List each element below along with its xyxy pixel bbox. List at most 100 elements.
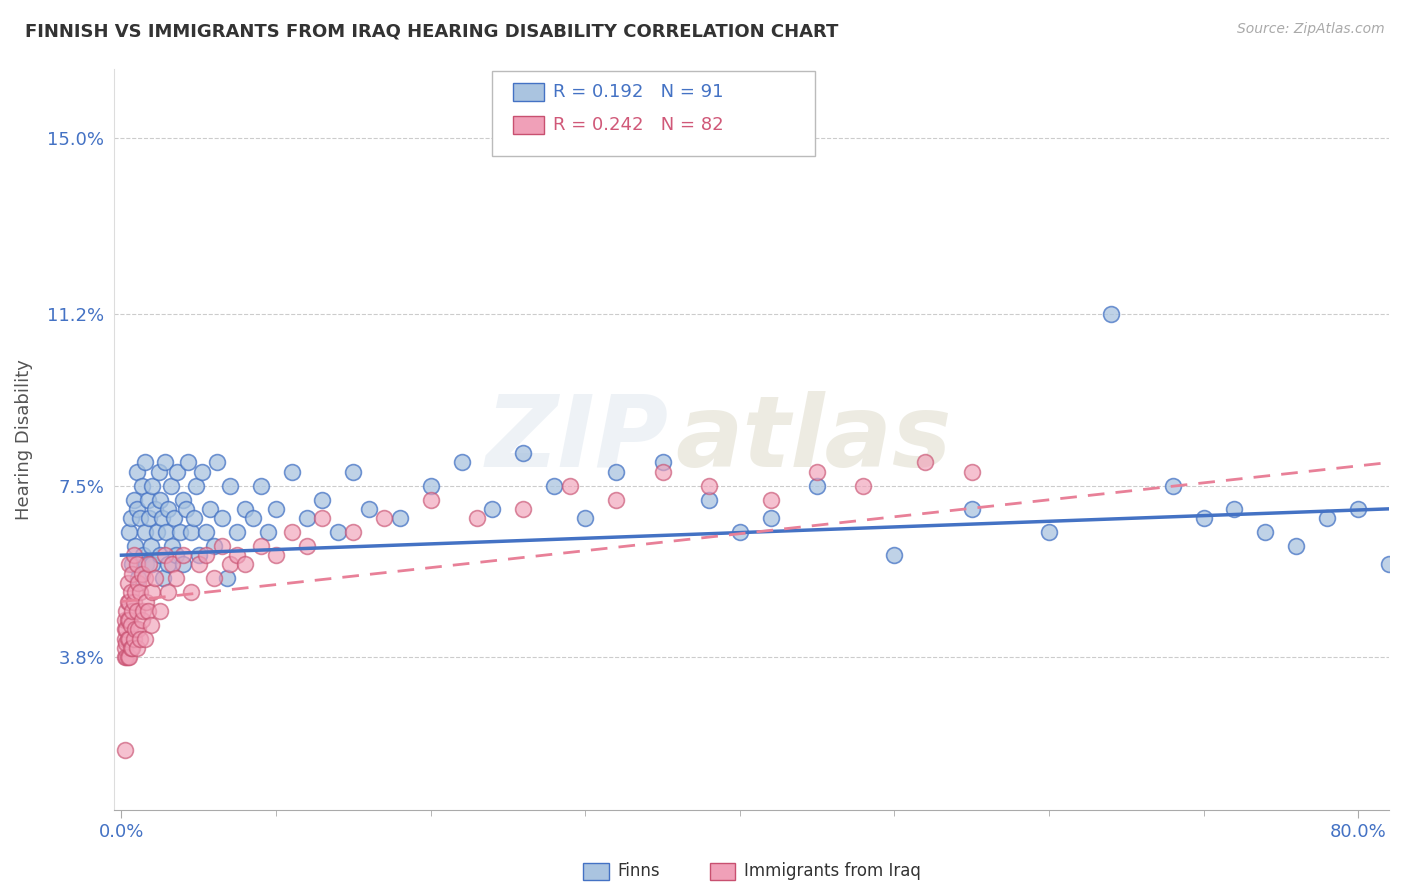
Point [207, 455, 229, 469]
Point [129, 632, 152, 646]
Point [153, 548, 176, 562]
Text: ZIP: ZIP [485, 391, 668, 488]
Point [195, 524, 218, 539]
Point [651, 455, 673, 469]
Point [145, 501, 167, 516]
Point [211, 511, 233, 525]
Text: FINNISH VS IMMIGRANTS FROM IRAQ HEARING DISABILITY CORRELATION CHART: FINNISH VS IMMIGRANTS FROM IRAQ HEARING … [25, 22, 839, 40]
Point [122, 548, 145, 562]
Text: R = 0.192   N = 91: R = 0.192 N = 91 [553, 83, 723, 101]
Point [115, 636, 138, 650]
Point [134, 571, 156, 585]
Point [605, 492, 627, 507]
Point [131, 478, 153, 492]
Point [342, 465, 364, 479]
Point [121, 558, 143, 572]
Point [180, 524, 202, 539]
Point [127, 576, 149, 591]
Point [114, 623, 136, 637]
Point [1316, 511, 1339, 525]
Point [115, 623, 138, 637]
Point [139, 617, 162, 632]
Point [357, 501, 380, 516]
Point [131, 566, 153, 581]
Point [1285, 539, 1308, 553]
Point [373, 511, 395, 525]
Point [118, 524, 141, 539]
Point [145, 571, 167, 585]
Point [115, 650, 138, 665]
Point [177, 455, 200, 469]
Point [1378, 558, 1400, 572]
Point [195, 548, 218, 562]
Point [165, 548, 187, 562]
Point [311, 492, 333, 507]
Point [125, 465, 148, 479]
Point [141, 585, 163, 599]
Point [202, 571, 225, 585]
Point [169, 524, 191, 539]
Point [135, 594, 157, 608]
Point [233, 558, 256, 572]
Point [759, 492, 782, 507]
Point [419, 492, 441, 507]
Point [187, 558, 209, 572]
Point [120, 617, 142, 632]
Point [114, 640, 136, 655]
Text: Source: ZipAtlas.com: Source: ZipAtlas.com [1237, 22, 1385, 37]
Point [226, 548, 249, 562]
Point [132, 604, 155, 618]
Point [215, 571, 238, 585]
Point [218, 478, 240, 492]
Point [127, 623, 149, 637]
Point [138, 558, 160, 572]
Point [651, 465, 673, 479]
Point [152, 571, 174, 585]
Point [242, 511, 264, 525]
Point [481, 501, 503, 516]
Point [605, 465, 627, 479]
Point [129, 511, 152, 525]
Point [117, 632, 139, 646]
Point [183, 511, 205, 525]
Point [162, 558, 184, 572]
Point [280, 465, 302, 479]
Point [166, 465, 188, 479]
Point [806, 465, 828, 479]
Point [156, 501, 179, 516]
Point [165, 571, 187, 585]
Point [264, 548, 287, 562]
Point [122, 632, 145, 646]
Point [960, 501, 983, 516]
Point [121, 604, 143, 618]
Point [135, 558, 157, 572]
Point [280, 524, 302, 539]
Point [114, 743, 136, 757]
Point [914, 455, 936, 469]
Point [198, 501, 221, 516]
Point [249, 478, 271, 492]
Point [512, 501, 534, 516]
Point [121, 640, 143, 655]
Point [806, 478, 828, 492]
Point [326, 524, 349, 539]
Point [1347, 501, 1369, 516]
Point [187, 548, 209, 562]
Point [117, 650, 139, 665]
Point [122, 594, 145, 608]
Point [120, 585, 142, 599]
Point [156, 558, 179, 572]
Point [558, 478, 581, 492]
Point [141, 558, 163, 572]
Point [114, 632, 136, 646]
Point [257, 524, 280, 539]
Point [125, 558, 148, 572]
Point [114, 650, 136, 665]
Y-axis label: Hearing Disability: Hearing Disability [15, 359, 32, 520]
Point [160, 478, 183, 492]
Point [120, 640, 142, 655]
Point [156, 585, 179, 599]
Point [149, 492, 172, 507]
Point [134, 455, 156, 469]
Point [1223, 501, 1246, 516]
